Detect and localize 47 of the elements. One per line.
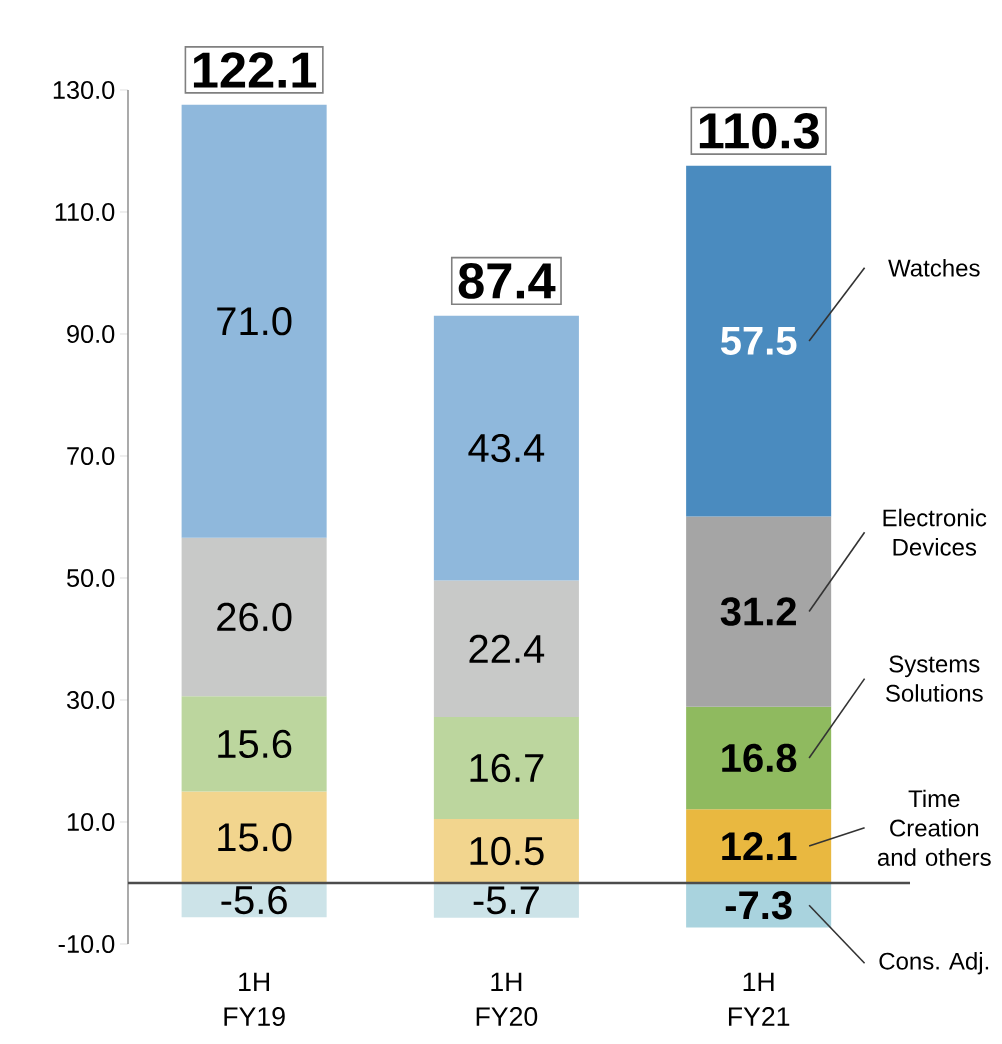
data-label: 43.4 [468, 433, 545, 463]
bar [181, 696, 327, 792]
data-label: 16.7 [470, 753, 544, 783]
y-tick-label: -10.0 [58, 935, 115, 953]
data-label: -7.3 [725, 891, 792, 920]
bar [181, 104, 327, 538]
data-label: 15.0 [218, 823, 292, 852]
total-label: 87.4 [458, 262, 556, 299]
x-tick-label: 1H FY20 [476, 972, 538, 1026]
bar [686, 706, 832, 810]
bar [433, 883, 579, 918]
bar [433, 315, 579, 581]
y-tick-label: 110.0 [55, 203, 115, 221]
bar [433, 717, 579, 819]
y-tick-label: 10.0 [67, 813, 115, 831]
bar [686, 516, 832, 707]
x-tick-label: 1H FY19 [224, 972, 285, 1026]
y-tick-label: 90.0 [67, 325, 115, 343]
data-label: 26.0 [217, 602, 292, 632]
bar [686, 809, 832, 883]
y-tick-label: 130.0 [53, 81, 115, 99]
bar [181, 537, 327, 697]
data-label: -5.6 [221, 885, 287, 915]
data-label: 15.6 [218, 729, 292, 759]
data-label: 22.4 [469, 634, 545, 663]
data-label: 10.5 [470, 836, 544, 866]
x-tick-label: 1H FY21 [728, 972, 790, 1026]
data-label: 57.5 [720, 327, 797, 355]
text: Cons. Adj. [879, 952, 989, 975]
y-tick-label: 30.0 [66, 691, 115, 709]
data-label: 12.1 [722, 832, 797, 861]
series-label: Time Creation and others [877, 789, 991, 866]
data-label: -5.7 [473, 886, 539, 915]
bar [181, 791, 327, 883]
text: Watches [888, 258, 980, 277]
bar [686, 165, 832, 517]
total-label: 122.1 [193, 52, 317, 88]
data-label: 71.0 [217, 307, 292, 336]
data-label: 31.2 [720, 597, 796, 626]
total-label: 110.3 [699, 112, 819, 149]
text: Systems Solutions [885, 655, 983, 702]
bar [433, 818, 579, 883]
data-label: 16.8 [722, 743, 797, 773]
bar [433, 580, 579, 718]
y-tick-label: 50.0 [66, 569, 115, 587]
y-tick-label: 70.0 [67, 447, 115, 465]
text: Electronic Devices [883, 508, 987, 556]
